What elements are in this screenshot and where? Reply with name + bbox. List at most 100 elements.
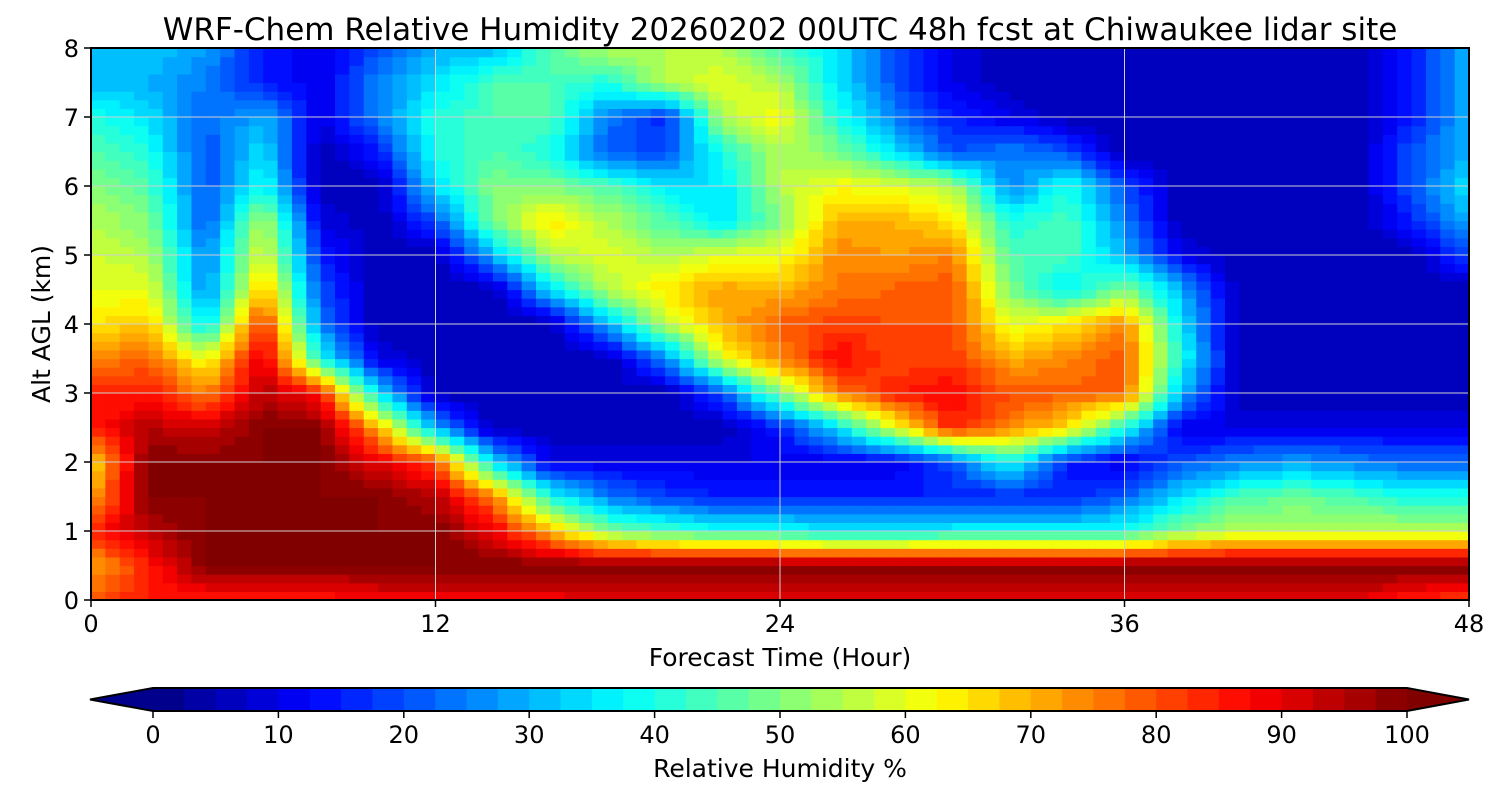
heatmap-cell xyxy=(464,436,480,446)
heatmap-cell xyxy=(579,160,594,170)
heatmap-cell xyxy=(1138,367,1154,377)
heatmap-cell xyxy=(1095,99,1111,109)
heatmap-cell xyxy=(349,203,365,213)
heatmap-cell xyxy=(909,582,925,592)
heatmap-cell xyxy=(421,134,437,144)
heatmap-cell xyxy=(1009,513,1025,523)
heatmap-cell xyxy=(464,315,480,325)
heatmap-cell xyxy=(378,82,394,92)
heatmap-cell xyxy=(1081,375,1097,385)
heatmap-cell xyxy=(363,556,379,567)
heatmap-cell xyxy=(693,487,709,498)
heatmap-cell xyxy=(1110,556,1126,567)
heatmap-cell xyxy=(780,48,795,58)
heatmap-cell xyxy=(1024,556,1039,567)
heatmap-cell xyxy=(435,73,451,84)
heatmap-cell xyxy=(1167,272,1183,282)
heatmap-cell xyxy=(866,99,882,109)
heatmap-cell xyxy=(507,531,523,541)
heatmap-cell xyxy=(449,298,465,308)
heatmap-cell xyxy=(177,108,193,118)
heatmap-cell xyxy=(1081,401,1097,411)
heatmap-cell xyxy=(134,272,150,282)
heatmap-cell xyxy=(1110,211,1126,222)
heatmap-cell xyxy=(148,479,164,489)
heatmap-cell xyxy=(693,168,709,178)
heatmap-cell xyxy=(105,531,121,541)
heatmap-cell xyxy=(1196,574,1212,584)
heatmap-cell xyxy=(205,462,221,472)
heatmap-cell xyxy=(320,574,336,584)
heatmap-cell xyxy=(378,91,394,101)
heatmap-cell xyxy=(866,246,882,256)
heatmap-cell xyxy=(708,73,724,84)
heatmap-cell xyxy=(593,134,609,144)
heatmap-cell xyxy=(105,65,121,75)
heatmap-cell xyxy=(751,160,767,170)
heatmap-cell xyxy=(1196,315,1212,325)
heatmap-cell xyxy=(579,168,594,178)
heatmap-cell xyxy=(1110,237,1126,247)
heatmap-cell xyxy=(1110,565,1126,575)
heatmap-cell xyxy=(751,73,767,84)
heatmap-cell xyxy=(1167,306,1183,316)
heatmap-cell xyxy=(1153,108,1169,118)
heatmap-cell xyxy=(406,56,422,66)
heatmap-cell xyxy=(392,462,408,472)
heatmap-cell xyxy=(952,177,968,187)
heatmap-cell xyxy=(277,349,293,360)
heatmap-cell xyxy=(392,505,408,515)
heatmap-cell xyxy=(119,358,135,368)
heatmap-cell xyxy=(693,410,709,420)
heatmap-cell xyxy=(751,332,767,342)
heatmap-cell xyxy=(894,453,910,463)
heatmap-cell xyxy=(148,56,164,66)
heatmap-cell xyxy=(851,289,867,299)
heatmap-cell xyxy=(665,117,681,127)
heatmap-cell xyxy=(794,220,810,230)
heatmap-cell xyxy=(162,194,178,204)
heatmap-cell xyxy=(320,427,336,437)
heatmap-cell xyxy=(1110,48,1126,58)
heatmap-cell xyxy=(162,384,178,394)
heatmap-cell xyxy=(205,263,221,273)
heatmap-cell xyxy=(736,462,752,472)
heatmap-cell xyxy=(320,65,336,75)
heatmap-cell xyxy=(1095,117,1111,127)
heatmap-cell xyxy=(708,479,724,489)
heatmap-cell xyxy=(995,48,1011,58)
heatmap-cell xyxy=(435,289,451,299)
heatmap-cell xyxy=(234,315,250,325)
heatmap-cell xyxy=(579,142,594,153)
heatmap-cell xyxy=(1067,82,1083,92)
heatmap-cell xyxy=(1009,462,1025,472)
heatmap-cell xyxy=(205,591,221,601)
heatmap-cell xyxy=(837,582,853,592)
heatmap-cell xyxy=(780,384,795,394)
heatmap-cell xyxy=(995,237,1011,247)
heatmap-cell xyxy=(952,272,968,282)
heatmap-cell xyxy=(736,160,752,170)
heatmap-cell xyxy=(1110,280,1126,291)
heatmap-cell xyxy=(1167,160,1183,170)
heatmap-cell xyxy=(248,203,264,213)
heatmap-cell xyxy=(378,125,394,135)
heatmap-cell xyxy=(535,341,551,351)
heatmap-cell xyxy=(421,280,437,291)
heatmap-cell xyxy=(535,168,551,178)
heatmap-cell xyxy=(794,332,810,342)
heatmap-cell xyxy=(105,298,121,308)
heatmap-cell xyxy=(248,436,264,446)
heatmap-cell xyxy=(808,531,824,541)
heatmap-cell xyxy=(277,574,293,584)
heatmap-cell xyxy=(593,289,609,299)
heatmap-cell xyxy=(823,194,839,204)
heatmap-cell xyxy=(335,203,350,213)
heatmap-cell xyxy=(952,220,968,230)
heatmap-cell xyxy=(794,280,810,291)
heatmap-cell xyxy=(220,384,236,394)
heatmap-cell xyxy=(937,384,953,394)
heatmap-cell xyxy=(507,513,523,523)
heatmap-cell xyxy=(966,82,982,92)
heatmap-cell xyxy=(263,91,279,101)
